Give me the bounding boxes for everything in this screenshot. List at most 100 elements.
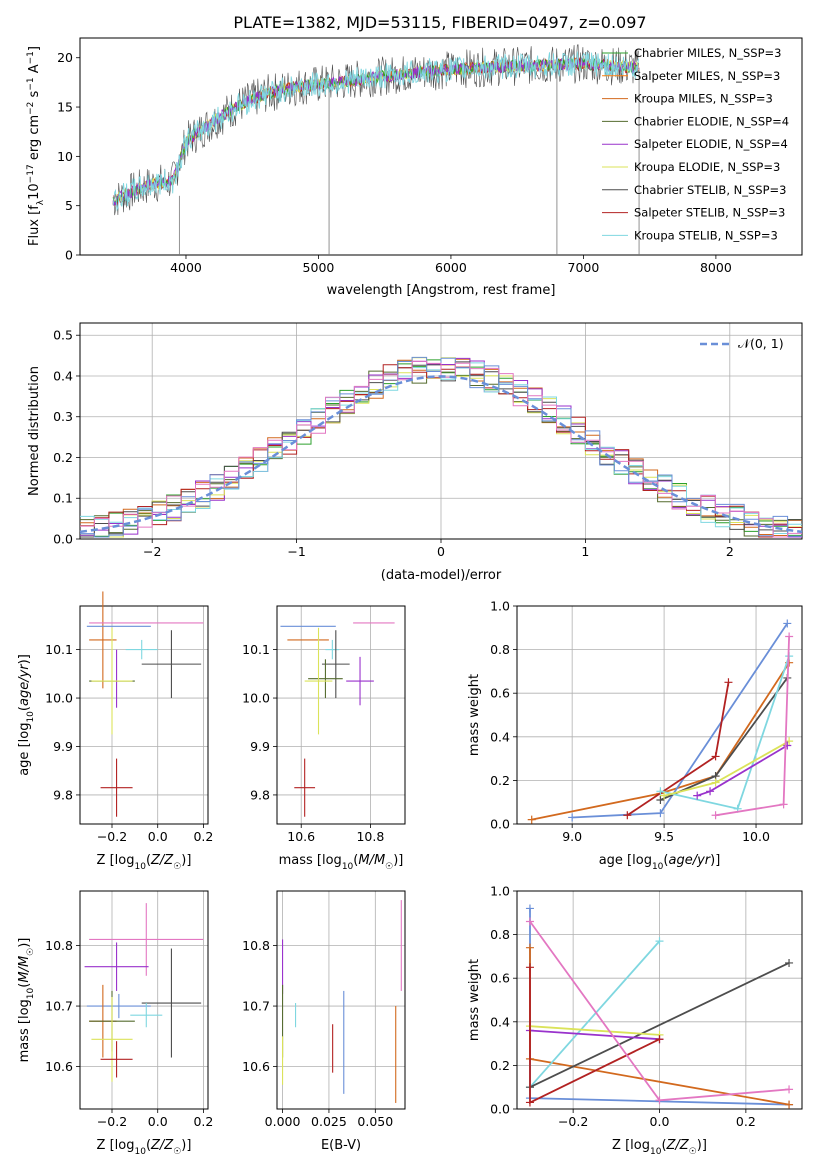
x-tick-label: 8000 — [700, 260, 732, 275]
x-tick-label: 0.025 — [311, 1114, 347, 1129]
y-tick-label: 10.0 — [242, 691, 270, 706]
y-tick-label: 10.1 — [45, 642, 73, 657]
x-tick-label: 0.0 — [148, 1114, 168, 1129]
plot-frame — [79, 605, 209, 825]
weight-marker — [525, 904, 534, 913]
legend-entry: Kroupa STELIB, N_SSP=3 — [634, 228, 778, 242]
y-tick-label: 0.6 — [490, 971, 510, 986]
x-tick-label: 0.000 — [265, 1114, 301, 1129]
weight-line — [663, 740, 790, 797]
plot-frame — [276, 890, 406, 1110]
x-tick-label: 0.2 — [736, 1114, 756, 1129]
y-tick-label: 0.1 — [53, 491, 73, 506]
legend-entry: Salpeter ELODIE, N_SSP=4 — [634, 137, 788, 151]
weight-marker — [656, 787, 665, 796]
weight-marker — [527, 815, 536, 824]
legend-entry: Kroupa ELODIE, N_SSP=3 — [634, 160, 780, 174]
x-tick-label: 5000 — [303, 260, 335, 275]
y-tick-label: 10.8 — [242, 938, 270, 953]
x-tick-label: 7000 — [568, 260, 600, 275]
x-tick-label: 0.0 — [650, 1114, 670, 1129]
x-tick-label: 2 — [726, 544, 734, 559]
x-axis-label: wavelength [Angstrom, rest frame] — [327, 283, 556, 298]
x-axis-label: Z [log10(Z/Z☉)] — [97, 1138, 192, 1157]
y-tick-label: 0.4 — [53, 368, 73, 383]
weight-marker — [711, 811, 720, 820]
x-axis-label: (data-model)/error — [381, 568, 502, 583]
x-axis-label: mass [log10(M/M☉)] — [279, 853, 404, 872]
weight-marker — [660, 791, 669, 800]
mass-weight-vs-age-panel: 9.0 9.5 10.0 0.0 0.2 0.4 0.6 0.8 1.0 age [log10(a… — [467, 599, 803, 872]
weight-marker — [783, 619, 792, 628]
weight-marker — [785, 958, 794, 967]
y-axis-label: Flux [fλ10−17 erg cm−2 s−1 A−1] — [26, 46, 46, 246]
weight-line — [529, 1029, 660, 1041]
y-axis-label: mass weight — [467, 959, 482, 1041]
weight-marker — [785, 1100, 794, 1109]
spectrum-panel: 4000 5000 6000 7000 8000 0 5 10 15 20 Chabrier MIL… — [26, 37, 803, 298]
weight-marker — [525, 943, 534, 952]
plot-frame — [516, 890, 803, 1110]
y-tick-label: 20 — [57, 50, 73, 65]
y-tick-label: 0 — [65, 248, 73, 263]
y-axis-label: mass [log10(M/M☉)] — [17, 938, 36, 1063]
x-tick-label: −2 — [143, 544, 161, 559]
weight-marker — [655, 1096, 664, 1105]
y-tick-label: 0.6 — [490, 686, 510, 701]
plot-frame — [516, 605, 803, 825]
plot-frame — [79, 890, 209, 1110]
weight-marker — [724, 678, 733, 687]
y-tick-label: 15 — [57, 100, 73, 115]
y-tick-label: 9.8 — [250, 787, 270, 802]
plot-frame — [79, 322, 803, 540]
weight-line — [531, 662, 790, 821]
y-tick-label: 10.7 — [242, 999, 270, 1014]
x-tick-label: 0.2 — [193, 1114, 213, 1129]
weight-marker — [655, 1035, 664, 1044]
x-tick-label: −1 — [287, 544, 305, 559]
weight-marker — [706, 787, 715, 796]
y-tick-label: 1.0 — [490, 599, 510, 614]
weight-marker — [525, 963, 534, 972]
y-tick-label: 0.0 — [490, 817, 510, 832]
y-tick-label: 10.6 — [45, 1059, 73, 1074]
weight-line — [529, 940, 661, 1088]
y-tick-label: 0.4 — [490, 1014, 510, 1029]
x-axis-label: age [log10(age/yr)] — [599, 853, 721, 872]
y-tick-label: 1.0 — [490, 884, 510, 899]
figure-title: PLATE=1382, MJD=53115, FIBERID=0497, z=0… — [233, 13, 646, 32]
weight-marker — [568, 813, 577, 822]
legend-entry: 𝒩(0, 1) — [738, 336, 784, 351]
legend-entry: Salpeter STELIB, N_SSP=3 — [634, 206, 785, 220]
x-tick-label: 0.050 — [357, 1114, 393, 1129]
y-tick-label: 0.4 — [490, 729, 510, 744]
legend-entry: Kroupa MILES, N_SSP=3 — [634, 92, 773, 106]
x-tick-label: −0.2 — [97, 1114, 127, 1129]
weight-marker — [655, 937, 664, 946]
weight-line — [572, 622, 789, 819]
weight-marker — [623, 811, 632, 820]
plot-frame — [79, 37, 803, 256]
weight-marker — [779, 800, 788, 809]
x-tick-label: 9.0 — [562, 829, 582, 844]
y-tick-label: 0.2 — [490, 773, 510, 788]
weight-marker — [711, 778, 720, 787]
x-tick-label: 10.0 — [742, 829, 770, 844]
y-axis-label: age [log10(age/yr)] — [17, 654, 36, 776]
y-tick-label: 0.2 — [53, 450, 73, 465]
x-axis-label: E(B-V) — [321, 1138, 361, 1153]
weight-marker — [785, 632, 794, 641]
y-axis-label: Normed distribution — [27, 366, 42, 496]
x-tick-label: −0.2 — [558, 1114, 588, 1129]
x-tick-label: 0 — [437, 544, 445, 559]
x-tick-label: 10.6 — [287, 829, 315, 844]
weight-marker — [656, 809, 665, 818]
weight-line — [529, 1025, 660, 1036]
y-tick-label: 10.1 — [242, 642, 270, 657]
x-axis-label: Z [log10(Z/Z☉)] — [97, 853, 192, 872]
weight-marker — [711, 752, 720, 761]
weight-marker — [525, 1098, 534, 1107]
histogram-step — [80, 360, 802, 538]
x-tick-label: −0.2 — [97, 829, 127, 844]
